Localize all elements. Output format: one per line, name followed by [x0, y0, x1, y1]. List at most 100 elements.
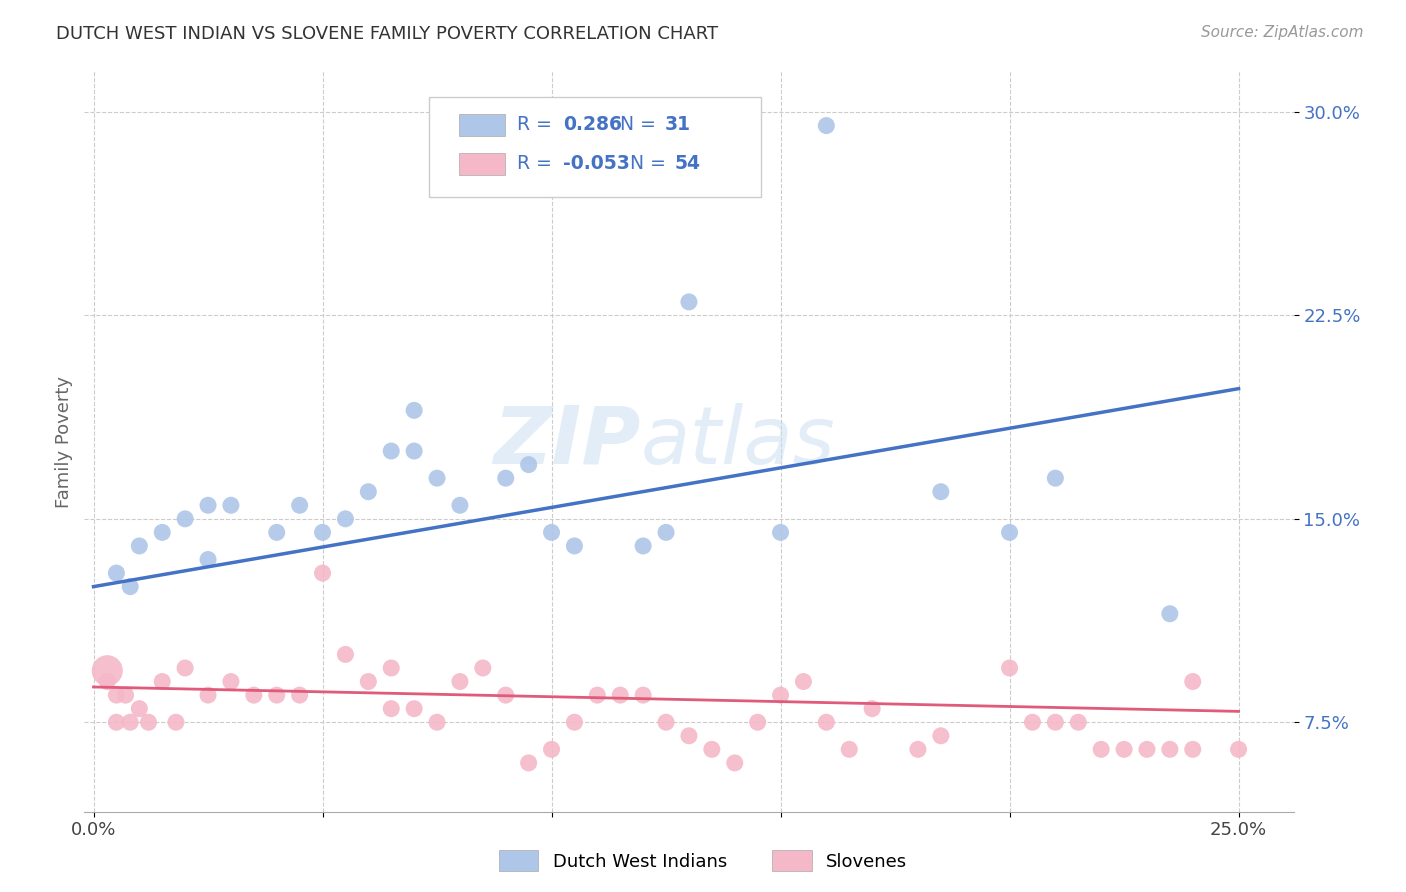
Point	[105, 566, 128, 580]
Point	[1136, 742, 1159, 756]
Point	[105, 688, 128, 702]
Text: 0.286: 0.286	[564, 115, 623, 134]
Text: N =: N =	[630, 154, 665, 173]
Point	[540, 525, 562, 540]
Point	[1112, 742, 1135, 756]
Point	[150, 525, 173, 540]
Point	[380, 444, 402, 458]
Text: R =: R =	[517, 154, 553, 173]
Point	[564, 539, 586, 553]
Legend: Dutch West Indians, Slovenes: Dutch West Indians, Slovenes	[491, 843, 915, 879]
Text: Source: ZipAtlas.com: Source: ZipAtlas.com	[1201, 25, 1364, 40]
Point	[311, 525, 333, 540]
Point	[150, 674, 173, 689]
Point	[96, 664, 118, 678]
Point	[495, 471, 517, 485]
Point	[815, 119, 838, 133]
Text: atlas: atlas	[641, 402, 835, 481]
Point	[1021, 715, 1043, 730]
Point	[449, 674, 471, 689]
Point	[678, 729, 700, 743]
Point	[105, 715, 128, 730]
Point	[449, 498, 471, 512]
Point	[1067, 715, 1090, 730]
Point	[540, 742, 562, 756]
Point	[219, 498, 242, 512]
Point	[1159, 742, 1181, 756]
Point	[288, 688, 311, 702]
Point	[998, 661, 1021, 675]
Point	[165, 715, 187, 730]
Point	[1045, 471, 1067, 485]
Point	[128, 701, 150, 715]
Point	[404, 403, 426, 417]
Point	[138, 715, 160, 730]
Point	[631, 539, 654, 553]
Text: R =: R =	[517, 115, 553, 134]
Point	[120, 715, 142, 730]
Point	[929, 484, 952, 499]
Text: 31: 31	[665, 115, 690, 134]
FancyBboxPatch shape	[429, 97, 762, 197]
Point	[357, 674, 380, 689]
Point	[792, 674, 814, 689]
Point	[266, 525, 288, 540]
Point	[1090, 742, 1112, 756]
FancyBboxPatch shape	[460, 153, 505, 175]
Point	[517, 458, 540, 472]
Point	[197, 688, 219, 702]
Point	[288, 498, 311, 512]
Point	[404, 444, 426, 458]
Point	[747, 715, 769, 730]
Point	[120, 580, 142, 594]
Point	[495, 688, 517, 702]
Point	[380, 661, 402, 675]
Point	[1181, 742, 1204, 756]
Point	[838, 742, 860, 756]
Point	[700, 742, 723, 756]
Point	[678, 294, 700, 309]
Point	[586, 688, 609, 702]
Point	[174, 661, 197, 675]
Text: ZIP: ZIP	[494, 402, 641, 481]
Text: N =: N =	[620, 115, 655, 134]
Point	[609, 688, 631, 702]
Point	[724, 756, 747, 770]
Text: DUTCH WEST INDIAN VS SLOVENE FAMILY POVERTY CORRELATION CHART: DUTCH WEST INDIAN VS SLOVENE FAMILY POVE…	[56, 25, 718, 43]
Text: -0.053: -0.053	[564, 154, 630, 173]
Point	[266, 688, 288, 702]
Point	[655, 715, 678, 730]
Point	[998, 525, 1021, 540]
Y-axis label: Family Poverty: Family Poverty	[55, 376, 73, 508]
Point	[404, 701, 426, 715]
Point	[471, 661, 494, 675]
Point	[219, 674, 242, 689]
Point	[564, 715, 586, 730]
Point	[426, 715, 449, 730]
Point	[197, 498, 219, 512]
Point	[357, 484, 380, 499]
Point	[1227, 742, 1250, 756]
Point	[929, 729, 952, 743]
Text: 54: 54	[675, 154, 700, 173]
Point	[1181, 674, 1204, 689]
Point	[631, 688, 654, 702]
Point	[335, 648, 357, 662]
Point	[174, 512, 197, 526]
FancyBboxPatch shape	[460, 113, 505, 136]
Point	[243, 688, 266, 702]
Point	[128, 539, 150, 553]
Point	[769, 525, 792, 540]
Point	[380, 701, 402, 715]
Point	[517, 756, 540, 770]
Point	[907, 742, 929, 756]
Point	[335, 512, 357, 526]
Point	[426, 471, 449, 485]
Point	[769, 688, 792, 702]
Point	[311, 566, 333, 580]
Point	[655, 525, 678, 540]
Point	[1045, 715, 1067, 730]
Point	[114, 688, 136, 702]
Point	[1159, 607, 1181, 621]
Point	[860, 701, 883, 715]
